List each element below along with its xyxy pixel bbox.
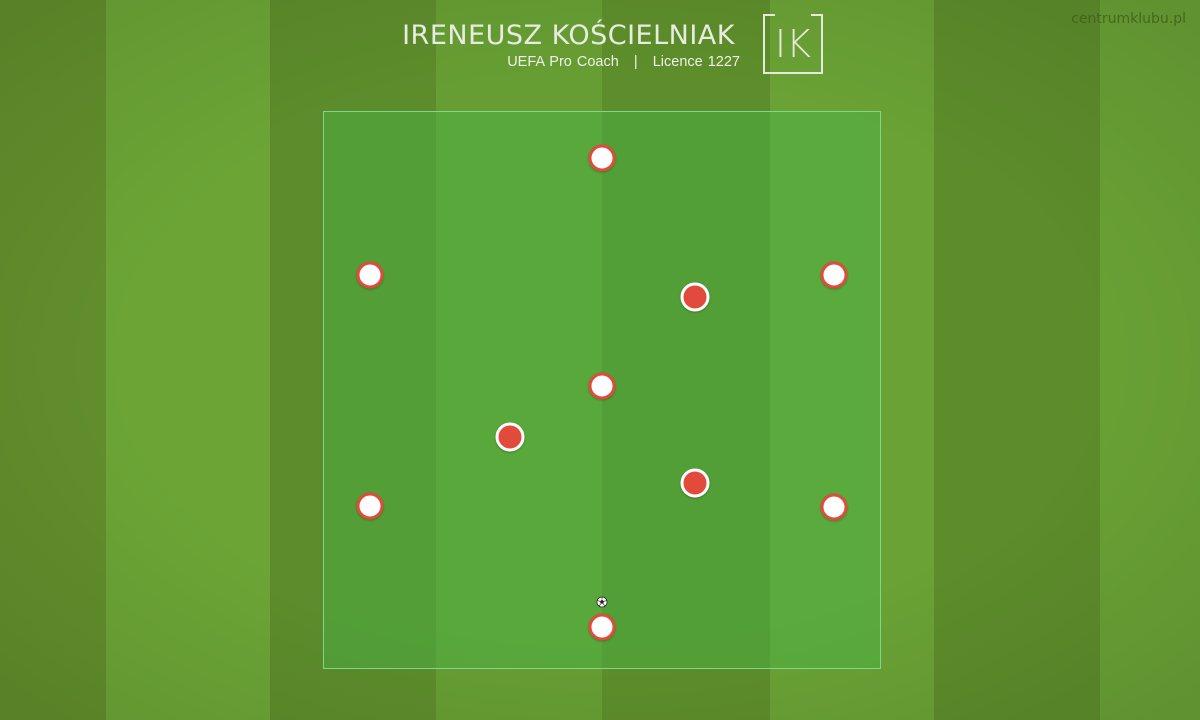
white-player[interactable]: [588, 144, 616, 172]
red-player[interactable]: [680, 282, 710, 312]
white-player[interactable]: [820, 493, 848, 521]
coach-logo-monogram: IK: [774, 22, 812, 66]
site-watermark: centrumklubu.pl: [1071, 11, 1186, 27]
white-player[interactable]: [356, 492, 384, 520]
coach-header: IRENEUSZ KOŚCIELNIAK UEFA Pro Coach | Li…: [360, 14, 830, 84]
soccer-ball-icon[interactable]: [596, 596, 608, 608]
white-player[interactable]: [588, 372, 616, 400]
white-player[interactable]: [356, 261, 384, 289]
coach-credentials: UEFA Pro Coach | Licence 1227: [507, 54, 740, 70]
red-player[interactable]: [495, 422, 525, 452]
white-player[interactable]: [820, 261, 848, 289]
red-player[interactable]: [680, 468, 710, 498]
white-player[interactable]: [588, 613, 616, 641]
coach-logo: IK: [763, 14, 823, 74]
coach-name: IRENEUSZ KOŚCIELNIAK: [402, 20, 735, 51]
